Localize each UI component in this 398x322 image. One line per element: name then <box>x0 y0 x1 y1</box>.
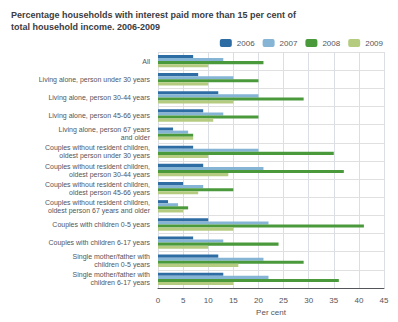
svg-text:Couples without resident child: Couples without resident children, <box>45 163 150 171</box>
svg-text:20: 20 <box>254 296 263 305</box>
svg-text:total household income. 2006-2: total household income. 2006-2009 <box>11 22 160 32</box>
svg-text:2008: 2008 <box>322 39 340 48</box>
svg-text:25: 25 <box>279 296 288 305</box>
svg-text:children 0-5 years: children 0-5 years <box>94 261 150 269</box>
svg-text:oldest person 30-44 years: oldest person 30-44 years <box>69 171 150 179</box>
svg-text:5: 5 <box>181 296 186 305</box>
svg-text:45: 45 <box>380 296 389 305</box>
svg-text:40: 40 <box>354 296 363 305</box>
svg-text:Percentage households with int: Percentage households with interest paid… <box>11 10 297 20</box>
svg-text:15: 15 <box>229 296 238 305</box>
svg-text:Couples without resident child: Couples without resident children, <box>45 144 150 152</box>
svg-text:and older: and older <box>121 134 151 141</box>
svg-text:oldest person 45-66 years: oldest person 45-66 years <box>69 189 150 197</box>
svg-text:Per cent: Per cent <box>256 308 287 317</box>
svg-text:children 6-17 years: children 6-17 years <box>90 279 150 287</box>
svg-text:0: 0 <box>156 296 161 305</box>
svg-text:10: 10 <box>204 296 213 305</box>
svg-text:Living alone, person 45-66 yea: Living alone, person 45-66 years <box>48 112 150 120</box>
svg-text:Living alone, person 67 years: Living alone, person 67 years <box>59 126 151 134</box>
svg-text:Couples without resident child: Couples without resident children, <box>45 181 150 189</box>
svg-text:Single mother/father with: Single mother/father with <box>73 271 151 279</box>
svg-text:oldest person under 30 years: oldest person under 30 years <box>59 152 150 160</box>
svg-text:35: 35 <box>329 296 338 305</box>
svg-text:2007: 2007 <box>280 39 298 48</box>
svg-text:Couples with children 6-17 yea: Couples with children 6-17 years <box>48 239 150 247</box>
svg-text:All: All <box>142 58 150 65</box>
svg-text:2006: 2006 <box>237 39 255 48</box>
svg-text:Single mother/father with: Single mother/father with <box>73 253 151 261</box>
svg-text:oldest person 67 years and old: oldest person 67 years and older <box>48 207 151 215</box>
svg-text:Couples with children 0-5 year: Couples with children 0-5 years <box>52 221 150 229</box>
svg-text:2009: 2009 <box>365 39 383 48</box>
svg-text:30: 30 <box>304 296 313 305</box>
svg-text:Living alone, person under 30: Living alone, person under 30 years <box>39 76 151 84</box>
svg-text:Couples without resident child: Couples without resident children, <box>45 199 150 207</box>
svg-text:Living alone, person 30-44 yea: Living alone, person 30-44 years <box>48 94 150 102</box>
